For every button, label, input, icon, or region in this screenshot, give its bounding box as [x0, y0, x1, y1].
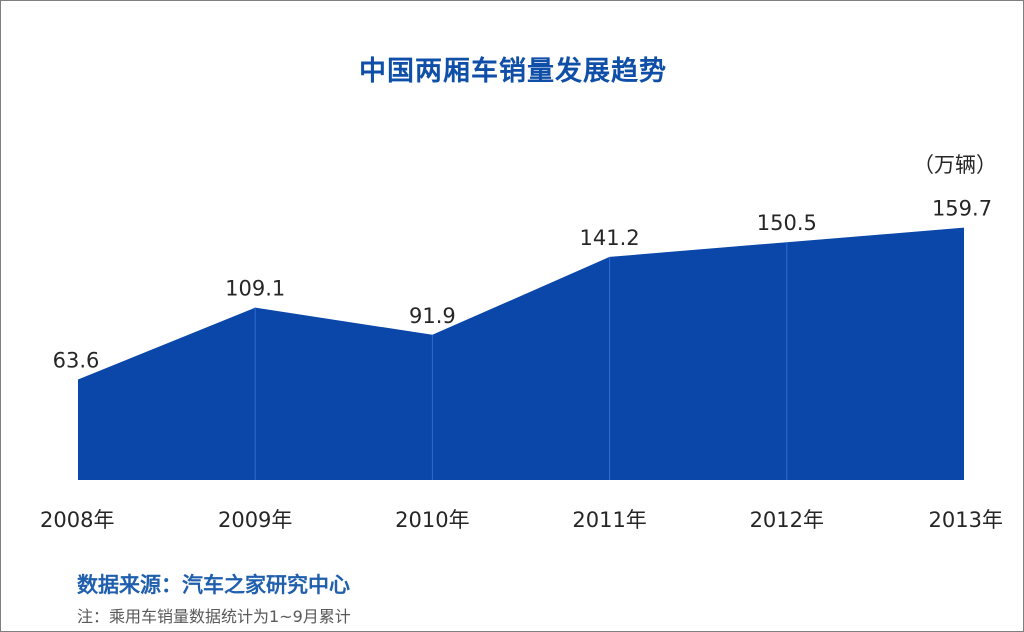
data-label: 141.2 [580, 226, 640, 250]
x-tick-label: 2011年 [572, 508, 646, 532]
unit-label: （万辆） [913, 153, 997, 177]
x-tick-label: 2009年 [218, 508, 292, 532]
data-label: 63.6 [53, 349, 100, 373]
data-label: 150.5 [757, 211, 817, 235]
data-label: 159.7 [932, 197, 992, 221]
footnote: 注：乘用车销量数据统计为1~9月累计 [77, 607, 351, 626]
data-source: 数据来源：汽车之家研究中心 [77, 573, 350, 597]
data-label: 109.1 [225, 277, 285, 301]
data-label: 91.9 [409, 304, 456, 328]
x-tick-label: 2010年 [395, 508, 469, 532]
chart-title: 中国两厢车销量发展趋势 [359, 56, 667, 87]
x-tick-label: 2013年 [929, 508, 1003, 532]
x-tick-label: 2008年 [40, 508, 114, 532]
area-series [78, 227, 964, 480]
x-tick-label: 2012年 [750, 508, 824, 532]
